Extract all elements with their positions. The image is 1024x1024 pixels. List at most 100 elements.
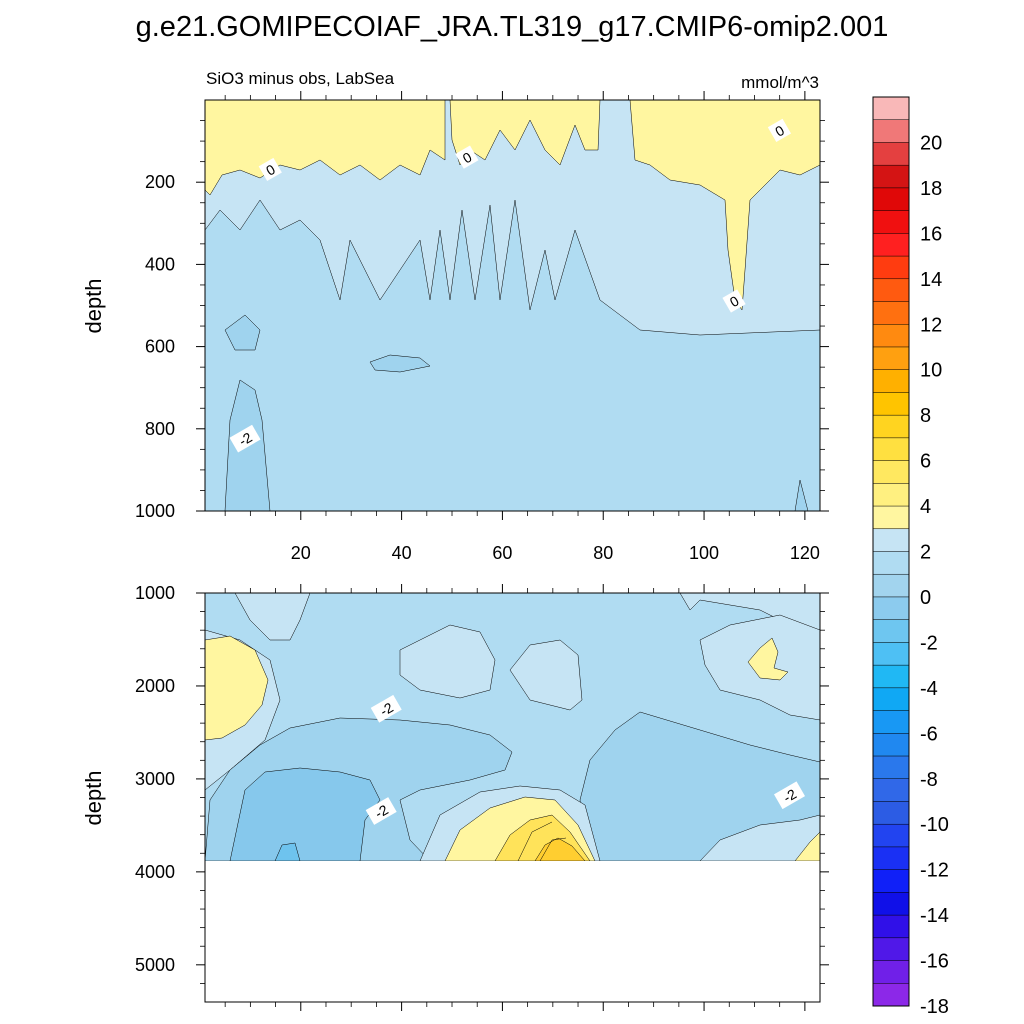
colorbar-swatch <box>872 573 910 598</box>
upper-y-axis-title: depth <box>81 278 106 333</box>
colorbar-swatch <box>872 778 910 802</box>
lower-zone-neg0-1-top <box>205 593 820 641</box>
colorbar-label: 10 <box>920 360 942 382</box>
colorbar: 20181614121086420-2-4-6-8-10-12-14-16-18… <box>872 96 949 1018</box>
colorbar-swatch <box>872 596 910 621</box>
contour-label-box <box>773 781 806 810</box>
upper-zone-pos-right <box>629 100 820 311</box>
colorbar-swatch <box>872 846 910 871</box>
colorbar-label: 20 <box>920 132 942 154</box>
colorbar-swatch <box>872 960 910 984</box>
colorbar-swatch <box>872 369 910 393</box>
upper-x-tick-label: 40 <box>392 543 412 563</box>
colorbar-swatch <box>872 483 910 507</box>
contour-label: 0 <box>722 289 746 313</box>
lower-y-tick-label: 1000 <box>135 583 175 603</box>
colorbar-label: -14 <box>920 905 949 927</box>
colorbar-swatch <box>872 869 910 893</box>
colorbar-label: -6 <box>920 723 938 745</box>
colorbar-label: 14 <box>920 269 942 291</box>
colorbar-swatch <box>872 301 910 325</box>
colorbar-label: 6 <box>920 451 931 473</box>
colorbar-swatch <box>872 324 910 348</box>
lower-axes: 1000 2000 3000 4000 5000 <box>135 583 829 1011</box>
upper-x-tick-label: 60 <box>492 543 512 563</box>
lower-zone-pos-bottom-right <box>794 831 820 861</box>
contour-label: -2 <box>773 781 806 810</box>
upper-contour-labels: 0 0 0 0 -2 <box>229 118 792 453</box>
lower-y-tick-label: 2000 <box>135 676 175 696</box>
upper-right-label: mmol/m^3 <box>741 73 819 92</box>
colorbar-swatch <box>872 210 910 234</box>
upper-axes: 20 40 60 80 100 120 200 400 600 800 1000 <box>135 91 829 563</box>
colorbar-swatch <box>872 255 910 280</box>
colorbar-swatch <box>872 687 910 712</box>
upper-x-tick-label: 120 <box>790 543 820 563</box>
lower-y-tick-label: 4000 <box>135 862 175 882</box>
lower-zone-neg0-1-bottom <box>699 814 820 861</box>
colorbar-swatch <box>872 164 910 189</box>
upper-zone-neg2-3-c <box>369 354 431 373</box>
lower-zone-neg0-1-mid1 <box>399 624 496 699</box>
colorbar-label: -18 <box>920 996 949 1018</box>
contour-label-box <box>229 424 261 453</box>
colorbar-label: -16 <box>920 951 949 973</box>
colorbar-swatch <box>872 664 910 689</box>
colorbar-swatch <box>872 392 910 416</box>
colorbar-label: 16 <box>920 223 942 245</box>
colorbar-swatch <box>872 119 910 143</box>
contour-label-box <box>258 157 282 182</box>
contour-label: -2 <box>370 694 402 723</box>
upper-zone-neg2-3-d <box>794 479 809 511</box>
contour-label-box <box>365 797 397 825</box>
colorbar-label: 0 <box>920 587 931 609</box>
colorbar-label: -2 <box>920 632 938 654</box>
colorbar-swatch <box>872 755 910 780</box>
colorbar-swatch <box>872 528 910 552</box>
colorbar-label: 2 <box>920 542 931 564</box>
lower-y-tick-label: 3000 <box>135 769 175 789</box>
colorbar-label: 8 <box>920 405 931 427</box>
colorbar-swatch <box>872 937 910 962</box>
upper-y-tick-label: 800 <box>145 419 175 439</box>
colorbar-swatch <box>872 619 910 643</box>
colorbar-swatch <box>872 505 910 530</box>
upper-y-tick-label: 200 <box>145 172 175 192</box>
lower-zone-neg0-1-mid2 <box>509 639 583 711</box>
contour-label-box <box>370 694 402 723</box>
colorbar-swatch <box>872 914 910 939</box>
colorbar-swatch <box>872 460 910 484</box>
lower-contour-labels: -2 -2 -2 <box>365 694 806 825</box>
colorbar-label: 12 <box>920 314 942 336</box>
colorbar-swatch <box>872 233 910 257</box>
colorbar-swatch <box>872 733 910 757</box>
lower-y-tick-label: 5000 <box>135 955 175 975</box>
upper-left-label: SiO3 minus obs, LabSea <box>206 69 395 88</box>
contour-label: 0 <box>767 118 792 143</box>
lower-zone-pos-left <box>205 635 269 741</box>
upper-y-tick-label: 1000 <box>135 501 175 521</box>
lower-zone-neg3-4-left <box>229 767 381 861</box>
figure-title: g.e21.GOMIPECOIAF_JRA.TL319_g17.CMIP6-om… <box>136 11 889 43</box>
lower-inner-contours <box>517 821 567 861</box>
colorbar-swatch <box>872 187 910 212</box>
colorbar-label: 4 <box>920 496 931 518</box>
contour-label-box <box>455 145 479 169</box>
colorbar-label: -10 <box>920 814 949 836</box>
contour-label: 0 <box>258 157 282 182</box>
lower-zone-pos3-4-center <box>534 837 586 861</box>
upper-zone-neg2-3-a <box>224 314 261 351</box>
lower-contour-field <box>205 593 820 861</box>
colorbar-label: -8 <box>920 769 938 791</box>
upper-y-tick-label: 600 <box>145 337 175 357</box>
colorbar-swatch <box>872 983 910 1007</box>
colorbar-swatch <box>872 96 910 121</box>
colorbar-swatch <box>872 346 910 371</box>
upper-x-tick-label: 20 <box>291 543 311 563</box>
contour-label: 0 <box>455 145 479 169</box>
contour-label: -2 <box>229 424 261 453</box>
colorbar-swatch <box>872 551 910 575</box>
contour-label-box <box>767 118 792 143</box>
colorbar-swatch <box>872 142 910 166</box>
